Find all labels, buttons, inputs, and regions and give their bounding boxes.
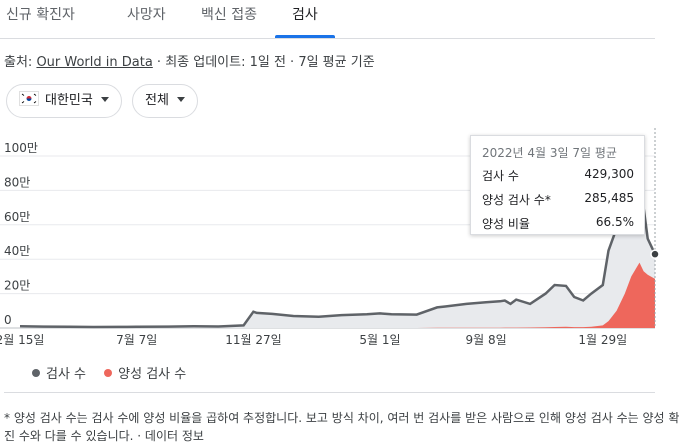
- x-tick-label: 7월 7일: [116, 333, 157, 347]
- tests-chart[interactable]: 0 20만 40만 60만 80만 100만 2월 15일 7월 7일 11월 27일 5월 1…: [0, 128, 690, 350]
- range-dropdown-label: 전체: [145, 93, 169, 108]
- x-tick-label: 2월 15일: [0, 333, 44, 347]
- data-info-link[interactable]: 데이터 정보: [144, 429, 204, 443]
- legend-label: 검사 수: [46, 367, 87, 382]
- y-tick-label: 20만: [4, 279, 30, 293]
- legend-item-tests[interactable]: 검사 수: [32, 367, 86, 382]
- legend-dot-icon: [32, 369, 40, 377]
- source-suffix: · 최종 업데이트: 1일 전 · 7일 평균 기준: [152, 55, 375, 70]
- tooltip-row: 양성 비율 66.5%: [482, 215, 634, 232]
- y-tick-label: 80만: [4, 175, 30, 189]
- legend-item-positive[interactable]: 양성 검사 수: [104, 367, 186, 382]
- tab-vaccination[interactable]: 백신 접종: [201, 7, 257, 23]
- chevron-down-icon: [100, 97, 109, 102]
- x-tick-label: 1월 29일: [578, 333, 627, 347]
- tab-tests[interactable]: 검사: [292, 7, 318, 23]
- tooltip-title: 2022년 4월 3일 7일 평균: [482, 146, 617, 160]
- tooltip-label: 양성 비율: [482, 217, 530, 231]
- tab-deaths[interactable]: 사망자: [127, 7, 166, 23]
- range-dropdown[interactable]: 전체: [132, 84, 198, 118]
- legend-dot-icon: [104, 369, 113, 377]
- source-prefix: 출처:: [4, 55, 37, 70]
- x-tick-label: 9월 8일: [465, 333, 506, 347]
- tests-area: [20, 164, 655, 328]
- x-tick-label: 11월 27일: [225, 333, 281, 347]
- tests-line: [19, 164, 657, 329]
- hover-point: [650, 249, 660, 259]
- country-dropdown-label: 대한민국: [45, 93, 93, 108]
- source-line: 출처: Our World in Data · 최종 업데이트: 1일 전 · …: [4, 51, 375, 70]
- x-tick-label: 5월 1일: [359, 333, 400, 347]
- tooltip-label: 양성 검사 수*: [482, 193, 551, 207]
- tab-bar: 신규 확진자 사망자 백신 접종 검사: [0, 0, 690, 38]
- tooltip-row: 검사 수 429,300: [482, 167, 634, 184]
- tab-divider: [0, 38, 655, 39]
- footnote-text: * 양성 검사 수는 검사 수에 양성 비율을 곱하여 추정합니다. 보고 방식…: [4, 411, 680, 443]
- section-divider: [4, 392, 655, 393]
- active-tab-indicator: [275, 35, 335, 38]
- tooltip-label: 검사 수: [482, 169, 519, 183]
- y-tick-label: 0: [4, 313, 12, 327]
- tooltip-row: 양성 검사 수* 285,485: [482, 191, 634, 208]
- tooltip-value: 66.5%: [595, 215, 634, 229]
- country-dropdown[interactable]: 대한민국: [6, 84, 122, 118]
- tab-new-cases[interactable]: 신규 확진자: [6, 7, 75, 23]
- source-link[interactable]: Our World in Data: [36, 55, 153, 70]
- chart-tooltip: 2022년 4월 3일 7일 평균 검사 수 429,300 양성 검사 수* 28…: [470, 135, 645, 235]
- tooltip-value: 285,485: [584, 191, 634, 205]
- chevron-down-icon: [176, 97, 185, 102]
- tooltip-value: 429,300: [584, 167, 634, 181]
- korea-flag-icon: [19, 91, 39, 106]
- legend-label: 양성 검사 수: [118, 367, 187, 382]
- y-tick-label: 60만: [4, 210, 30, 224]
- chart-legend: 검사 수 양성 검사 수: [32, 363, 200, 382]
- y-tick-label: 40만: [4, 244, 30, 258]
- y-tick-label: 100만: [4, 141, 38, 155]
